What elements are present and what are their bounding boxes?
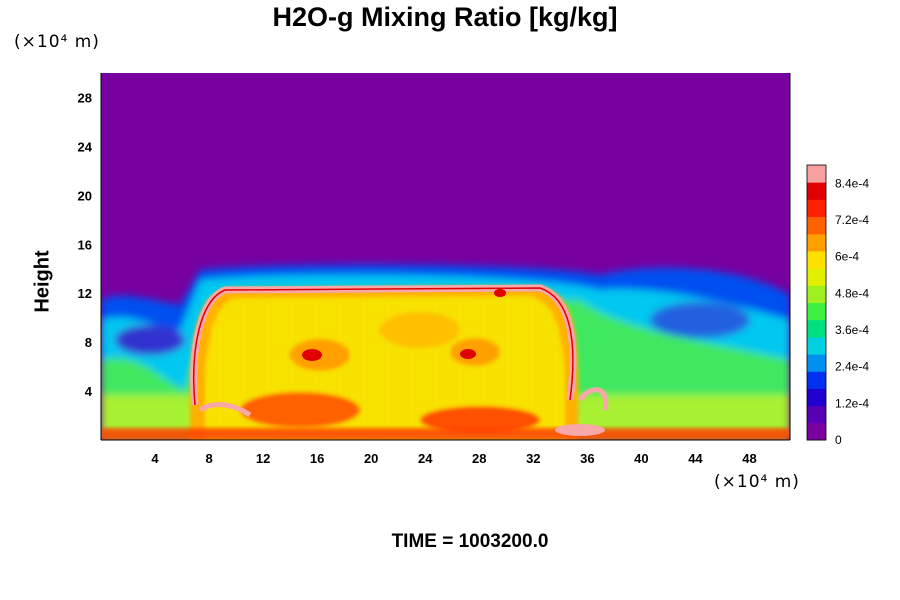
x-tick-label: 8 bbox=[205, 451, 212, 466]
x-tick-label: 48 bbox=[742, 451, 756, 466]
colorbar-tick-label: 6e-4 bbox=[835, 250, 859, 264]
colorbar-swatch bbox=[807, 302, 826, 321]
x-tick-label: 36 bbox=[580, 451, 594, 466]
colorbar-swatch bbox=[807, 319, 826, 338]
y-tick-label: 8 bbox=[85, 335, 92, 350]
x-tick-label: 28 bbox=[472, 451, 486, 466]
x-tick-label: 20 bbox=[364, 451, 378, 466]
y-tick-label: 28 bbox=[78, 90, 92, 105]
colorbar bbox=[806, 164, 827, 441]
y-tick-label: 24 bbox=[78, 139, 93, 154]
x-tick-label: 24 bbox=[418, 451, 433, 466]
colorbar-tick-label: 8.4e-4 bbox=[835, 176, 869, 190]
y-axis-ticks: 4 8 12 16 20 24 28 bbox=[78, 90, 93, 399]
colorbar-swatch bbox=[807, 233, 826, 252]
colorbar-swatch bbox=[807, 405, 826, 424]
colorbar-swatch bbox=[807, 182, 826, 200]
x-axis-unit: (×10⁴ m) bbox=[714, 472, 800, 492]
colorbar-tick-label: 2.4e-4 bbox=[835, 360, 869, 374]
colorbar-swatch bbox=[807, 165, 826, 183]
colorbar-swatch bbox=[807, 388, 826, 407]
x-tick-label: 16 bbox=[310, 451, 324, 466]
colorbar-swatch bbox=[807, 354, 826, 372]
colorbar-swatch bbox=[807, 371, 826, 389]
x-tick-label: 40 bbox=[634, 451, 648, 466]
x-tick-label: 32 bbox=[526, 451, 540, 466]
time-label: TIME = 1003200.0 bbox=[391, 531, 549, 552]
x-axis-ticks: 4 8 12 16 20 24 28 32 36 40 44 48 bbox=[151, 451, 756, 466]
colorbar-tick-label: 0 bbox=[835, 433, 842, 447]
colorbar-swatch bbox=[807, 216, 826, 235]
y-tick-label: 4 bbox=[85, 384, 93, 399]
chart-title: H2O-g Mixing Ratio [kg/kg] bbox=[272, 2, 618, 32]
colorbar-swatch bbox=[807, 285, 826, 303]
colorbar-swatch bbox=[807, 336, 826, 355]
colorbar-frame bbox=[806, 164, 827, 441]
colorbar-swatch bbox=[807, 199, 826, 218]
colorbar-swatch bbox=[807, 422, 826, 441]
colorbar-tick-label: 1.2e-4 bbox=[835, 396, 869, 410]
y-tick-label: 12 bbox=[78, 286, 92, 301]
colorbar-swatch bbox=[807, 268, 826, 286]
colorbar-tick-label: 3.6e-4 bbox=[835, 323, 869, 337]
x-tick-label: 4 bbox=[151, 451, 159, 466]
colorbar-tick-label: 7.2e-4 bbox=[835, 213, 869, 227]
y-axis-unit: (×10⁴ m) bbox=[14, 32, 100, 52]
colorbar-ticks: 0 1.2e-4 2.4e-4 3.6e-4 4.8e-4 6e-4 7.2e-4 8.4e-… bbox=[835, 176, 869, 447]
colorbar-swatch bbox=[807, 250, 826, 269]
x-tick-label: 12 bbox=[256, 451, 270, 466]
x-tick-label: 44 bbox=[688, 451, 703, 466]
y-tick-label: 20 bbox=[78, 188, 92, 203]
colorbar-tick-label: 4.8e-4 bbox=[835, 286, 869, 300]
heatmap-field bbox=[101, 73, 790, 440]
y-tick-label: 16 bbox=[78, 237, 92, 252]
